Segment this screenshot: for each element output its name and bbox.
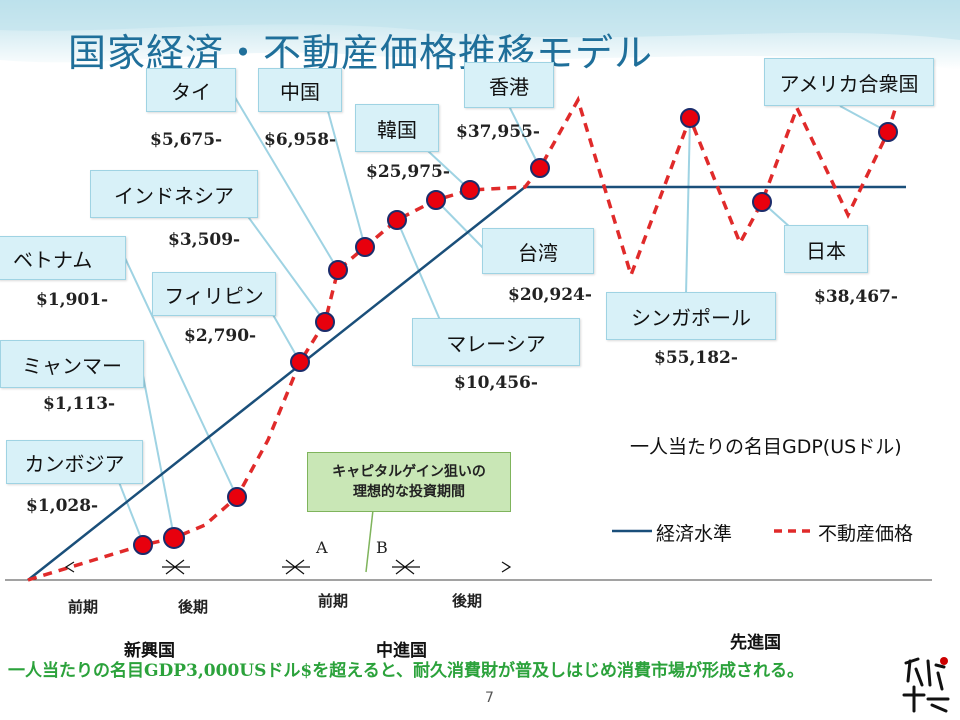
note-pointer xyxy=(365,509,374,573)
gdp-value-cambodia: $1,028- xyxy=(26,496,99,516)
country-box-japan: 日本 xyxy=(784,225,868,273)
phase-late-1: 後期 xyxy=(178,598,209,616)
connector-line xyxy=(685,117,691,296)
country-box-philippines: フィリピン xyxy=(152,272,276,316)
note-line-2: 理想的な投資期間 xyxy=(353,484,465,500)
connector-line xyxy=(139,359,175,538)
dot-taiwan xyxy=(426,190,446,210)
dot-indonesia xyxy=(315,312,335,332)
phase-early-2: 前期 xyxy=(318,592,349,610)
gdp-value-japan: $38,467- xyxy=(814,287,898,307)
stage-emerging: 新興国 xyxy=(124,641,175,661)
dot-malaysia xyxy=(387,210,407,230)
dot-cambodia xyxy=(133,535,153,555)
dot-thailand xyxy=(328,260,348,280)
dot-vietnam xyxy=(227,487,247,507)
connector-line xyxy=(435,199,486,251)
dot-usa xyxy=(878,122,898,142)
realestate-line xyxy=(27,95,899,582)
gdp-value-malaysia: $10,456- xyxy=(454,373,538,393)
stage-middle: 中進国 xyxy=(376,641,427,661)
gdp-value-hongkong: $37,955- xyxy=(456,122,540,142)
dot-japan xyxy=(752,192,772,212)
gdp-value-taiwan: $20,924- xyxy=(508,285,592,305)
country-box-hongkong: 香港 xyxy=(464,62,554,108)
country-box-taiwan: 台湾 xyxy=(482,228,594,274)
country-box-singapore: シンガポール xyxy=(606,292,776,340)
connector-lines xyxy=(114,88,889,544)
page-number: 7 xyxy=(485,690,494,706)
dot-singapore xyxy=(680,108,700,128)
connector-line xyxy=(229,88,339,271)
header-wave-2 xyxy=(0,0,960,40)
data-dots xyxy=(133,108,898,555)
dot-myanmar xyxy=(163,527,185,549)
phase-early-1: 前期 xyxy=(68,598,99,616)
gdp-value-singapore: $55,182- xyxy=(654,348,738,368)
gdp-value-myanmar: $1,113- xyxy=(43,394,116,414)
arrow-left-icon xyxy=(64,561,75,573)
gdp-value-philippines: $2,790- xyxy=(184,326,257,346)
arrow-right-icon xyxy=(501,561,512,573)
investment-period-note: キャピタルゲイン狙いの 理想的な投資期間 xyxy=(307,452,511,512)
country-box-vietnam: ベトナム xyxy=(0,236,126,280)
legend-realestate-label: 不動産価格 xyxy=(818,523,914,545)
page-title: 国家経済・不動産価格推移モデル xyxy=(68,31,654,75)
country-box-myanmar: ミャンマー xyxy=(0,340,144,388)
marker-b: B xyxy=(376,538,388,557)
gdp-value-vietnam: $1,901- xyxy=(36,290,109,310)
gdp-value-china: $6,958- xyxy=(264,130,337,150)
bottom-note: 一人当たりの名目GDP3,000USドル$を超えると、耐久消費財が普及しはじめ消… xyxy=(8,661,805,681)
stage-advanced: 先進国 xyxy=(730,633,781,653)
company-logo xyxy=(902,657,950,713)
marker-a: A xyxy=(316,538,328,557)
dot-hongkong xyxy=(530,158,550,178)
gdp-value-thailand: $5,675- xyxy=(150,130,223,150)
dot-korea xyxy=(460,180,480,200)
country-box-usa: アメリカ合衆国 xyxy=(764,58,934,106)
country-box-china: 中国 xyxy=(258,68,342,112)
dot-philippines xyxy=(290,352,310,372)
country-box-cambodia: カンボジア xyxy=(6,440,143,484)
country-box-thailand: タイ xyxy=(146,68,236,112)
connector-line xyxy=(507,103,541,169)
legend-economy-label: 経済水準 xyxy=(656,523,733,545)
connector-line xyxy=(124,257,238,498)
gdp-value-indonesia: $3,509- xyxy=(168,230,241,250)
country-box-korea: 韓国 xyxy=(355,104,439,152)
dot-china xyxy=(355,237,375,257)
country-box-indonesia: インドネシア xyxy=(90,170,258,218)
country-box-malaysia: マレーシア xyxy=(412,318,580,366)
gdp-value-korea: $25,975- xyxy=(366,162,450,182)
phase-markers xyxy=(64,559,512,575)
connector-line xyxy=(321,88,366,248)
phase-late-2: 後期 xyxy=(452,592,483,610)
note-line-1: キャピタルゲイン狙いの xyxy=(332,464,486,480)
gdp-axis-label: 一人当たりの名目GDP(USドル) xyxy=(630,436,902,458)
